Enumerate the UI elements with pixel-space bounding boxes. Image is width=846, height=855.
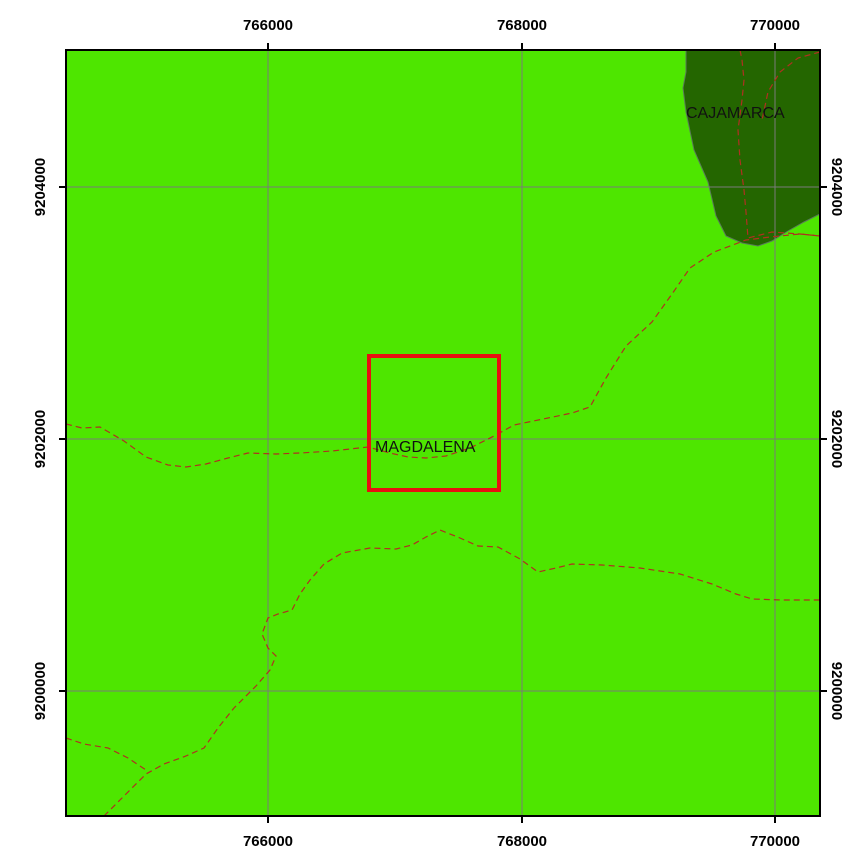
x-tick-label-bottom-770000: 770000: [750, 833, 800, 850]
y-tick-label-right-9202000: 9202000: [828, 410, 845, 468]
road-main-north: [66, 233, 820, 468]
y-tick-label-left-9204000: 9204000: [32, 158, 49, 216]
land-area: [66, 50, 820, 816]
road-cajamarca-east: [737, 50, 820, 239]
y-tick-label-left-9202000: 9202000: [32, 410, 49, 468]
road-cajamarca-north: [761, 51, 820, 121]
y-tick-label-right-9204000: 9204000: [828, 158, 845, 216]
x-tick-label-top-766000: 766000: [243, 17, 293, 34]
x-tick-label-top-770000: 770000: [750, 17, 800, 34]
y-tick-label-left-9200000: 9200000: [32, 662, 49, 720]
road-southwest: [103, 529, 820, 816]
place-label-cajamarca: CAJAMARCA: [686, 105, 785, 122]
roads: [66, 50, 820, 816]
x-tick-label-top-768000: 768000: [497, 17, 547, 34]
y-tick-label-right-9200000: 9200000: [828, 662, 845, 720]
map-frame: [65, 49, 821, 817]
study-area-box: [367, 354, 501, 492]
x-tick-label-bottom-766000: 766000: [243, 833, 293, 850]
x-tick-label-bottom-768000: 768000: [497, 833, 547, 850]
place-label-magdalena: MAGDALENA: [375, 439, 476, 456]
road-west: [66, 737, 147, 771]
cajamarca-district: [682, 50, 820, 247]
tick-marks: [59, 43, 827, 823]
graticule: [66, 50, 820, 816]
